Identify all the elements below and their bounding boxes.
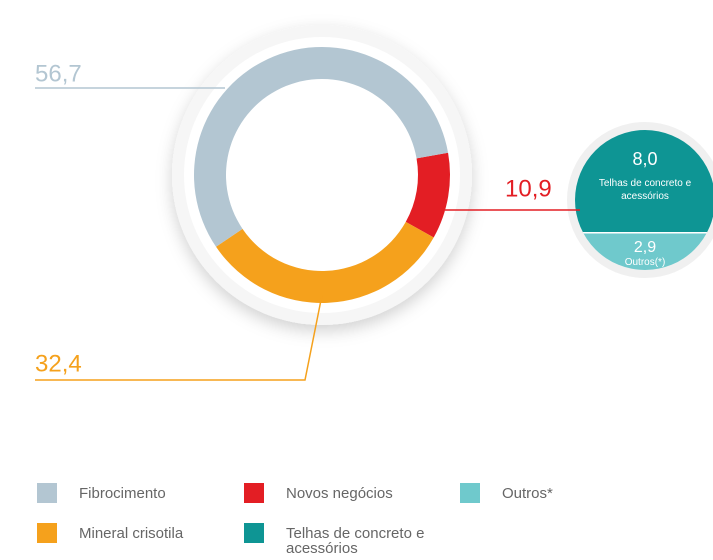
legend-swatch xyxy=(460,483,480,503)
donut-segment xyxy=(405,152,450,238)
breakdown-value: 8,0 xyxy=(632,149,657,169)
legend-label: Telhas de concreto e acessórios xyxy=(286,525,425,557)
legend-label: Outros* xyxy=(502,485,553,502)
value-label: 32,4 xyxy=(35,350,82,377)
legend-swatch xyxy=(244,523,264,543)
legend-label: Mineral crisotila xyxy=(79,525,184,542)
value-label: 10,9 xyxy=(505,175,552,202)
value-label: 56,7 xyxy=(35,60,82,87)
breakdown-value: 2,9 xyxy=(634,239,656,256)
donut-segment xyxy=(194,46,449,247)
leader-line xyxy=(35,294,323,381)
breakdown-label: Telhas de concreto e acessórios xyxy=(598,178,692,202)
legend-swatch xyxy=(37,523,57,543)
donut-segment xyxy=(216,221,434,303)
legend-label: Novos negócios xyxy=(286,485,393,502)
legend-label: Fibrocimento xyxy=(79,485,166,502)
breakdown-label: Outros(*) xyxy=(624,256,666,268)
legend-swatch xyxy=(37,483,57,503)
legend-swatch xyxy=(244,483,264,503)
